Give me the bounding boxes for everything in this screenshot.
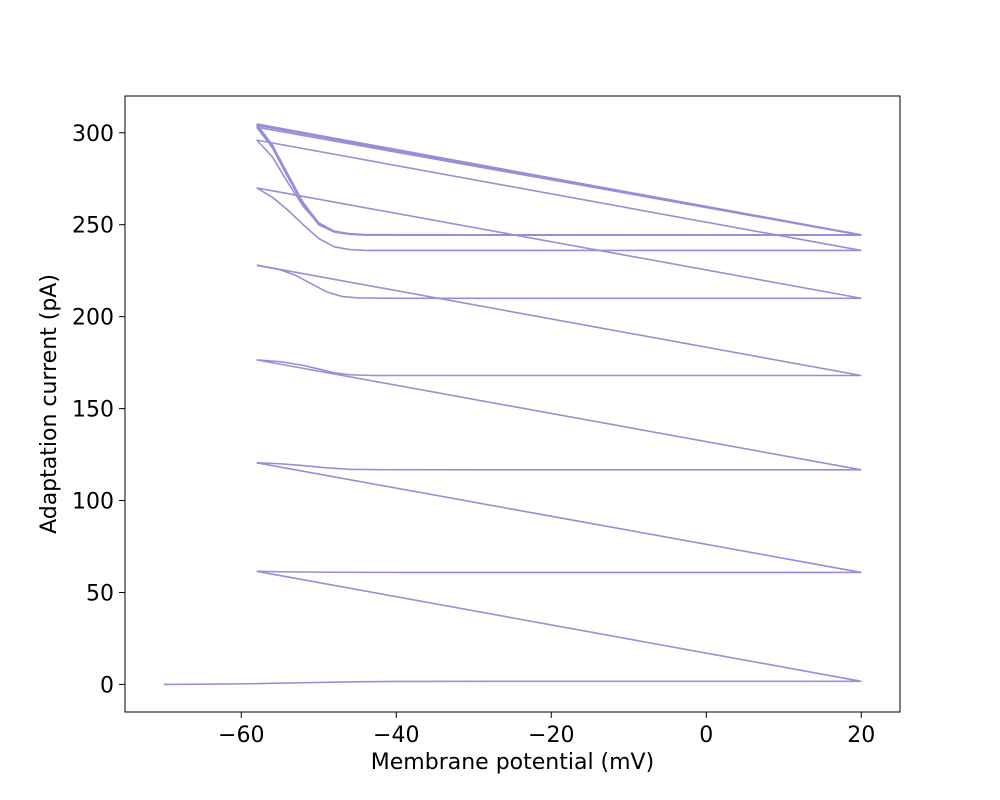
reset-line-2 — [256, 462, 862, 574]
x-tick-label: 0 — [699, 723, 713, 748]
y-tick-label: 100 — [72, 490, 114, 515]
x-tick-label: 20 — [847, 723, 875, 748]
reset-line-4 — [256, 264, 862, 377]
x-axis: −60 −40 −20 0 20 — [218, 712, 875, 748]
series-line-segment-3 — [256, 462, 862, 471]
x-tick-label: −20 — [528, 723, 574, 748]
reset-line-6 — [256, 139, 862, 252]
reset-line-10 — [256, 123, 862, 236]
reset-line-3 — [256, 359, 862, 471]
series-line-segment-1 — [163, 680, 862, 686]
x-tick-label: −60 — [218, 723, 264, 748]
y-tick-label: 150 — [72, 398, 114, 423]
series-line-segment-5 — [256, 264, 862, 300]
y-tick-label: 50 — [86, 581, 114, 606]
plot-area — [124, 95, 901, 713]
x-axis-label: Membrane potential (mV) — [371, 750, 654, 775]
series-line-segment-4 — [256, 359, 862, 377]
reset-line-5 — [256, 187, 862, 300]
y-axis-label: Adaptation current (pA) — [37, 274, 62, 534]
y-tick-label: 250 — [72, 214, 114, 239]
y-tick-label: 200 — [72, 306, 114, 331]
y-tick-label: 0 — [100, 673, 114, 698]
y-tick-label: 300 — [72, 122, 114, 147]
x-tick-label: −40 — [373, 723, 419, 748]
axes-frame — [124, 95, 901, 713]
series-line-segment-10 — [256, 124, 862, 236]
series-line-segment-6 — [256, 187, 862, 252]
series-line-segment-2 — [256, 570, 862, 574]
series-layer — [163, 123, 862, 686]
reset-line-1 — [256, 570, 862, 683]
y-axis: 0 50 100 150 200 250 300 — [72, 122, 125, 698]
